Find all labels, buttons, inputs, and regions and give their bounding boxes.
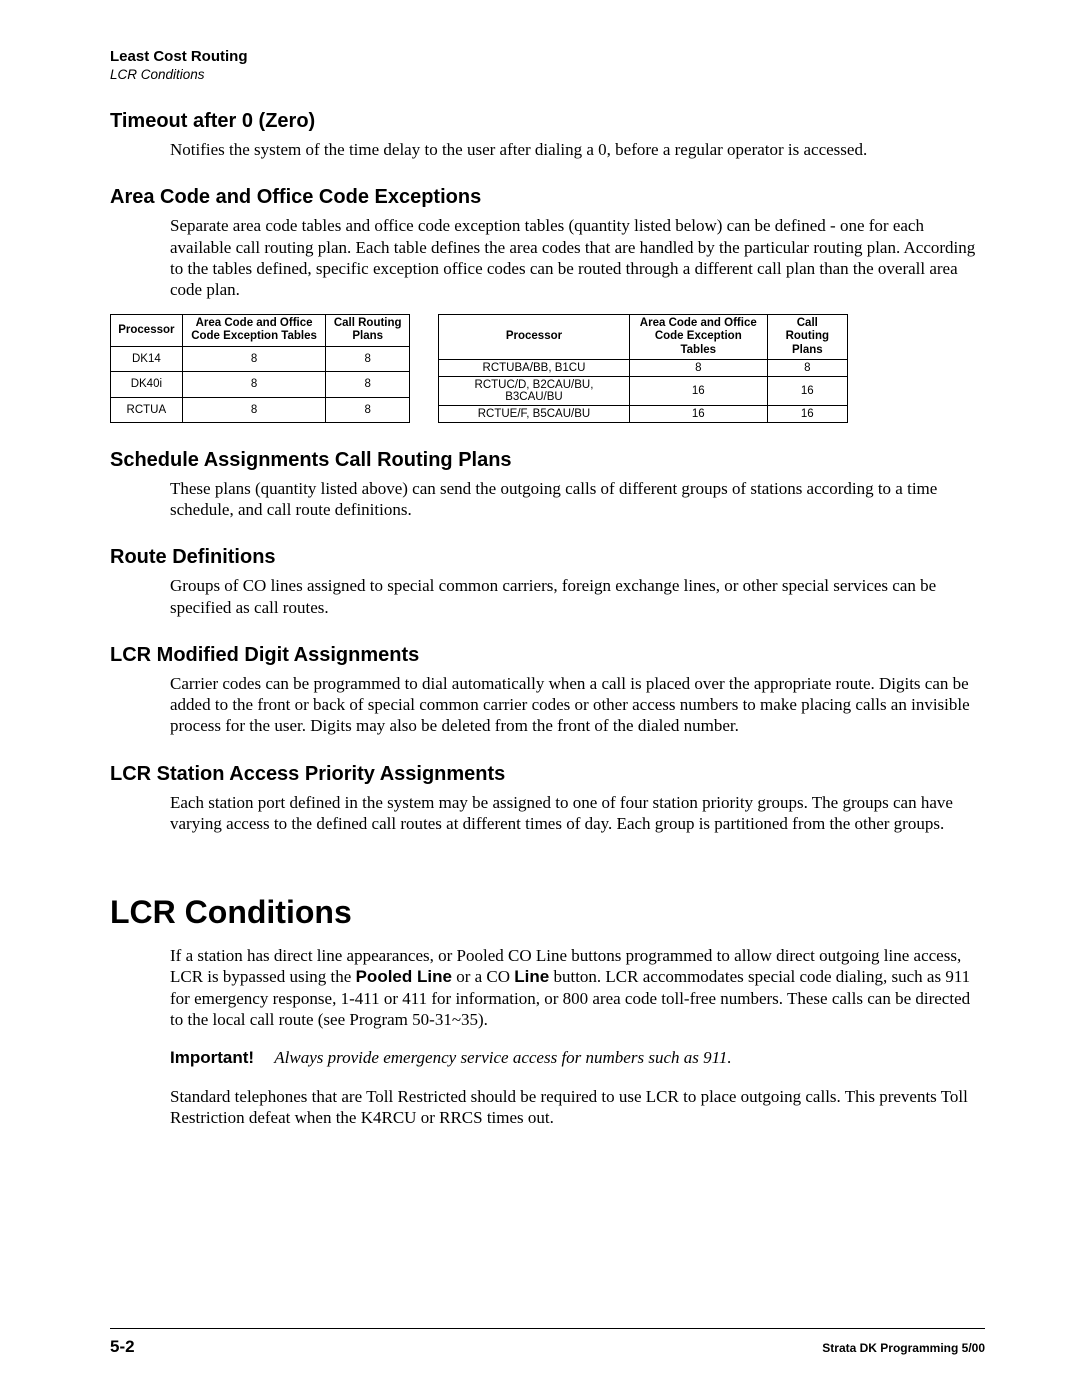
col-exception-l2: Code Exception Tables <box>191 330 317 342</box>
table-left: Processor Area Code and Office Code Exce… <box>110 314 410 423</box>
body-timeout: Notifies the system of the time delay to… <box>170 139 985 160</box>
table-row: RCTUA 8 8 <box>111 397 410 422</box>
cell: 8 <box>629 359 767 376</box>
col-processor: Processor <box>111 315 183 346</box>
body-routedef: Groups of CO lines assigned to special c… <box>170 575 985 618</box>
important-note: Important! Always provide emergency serv… <box>170 1048 985 1068</box>
col-exception: Area Code and Office Code Exception Tabl… <box>629 315 767 360</box>
bold-text: Line <box>514 967 549 986</box>
col-plans-l2: Plans <box>792 344 823 356</box>
important-text: Always provide emergency service access … <box>274 1048 731 1067</box>
cell: 8 <box>326 346 410 371</box>
col-exception-l1: Area Code and Office <box>196 317 313 329</box>
cell: 8 <box>326 397 410 422</box>
page-footer: 5-2 Strata DK Programming 5/00 <box>110 1328 985 1357</box>
heading-areacode: Area Code and Office Code Exceptions <box>110 186 985 209</box>
header-subtitle: LCR Conditions <box>110 67 985 82</box>
body-schedule: These plans (quantity listed above) can … <box>170 478 985 521</box>
cell: 8 <box>182 346 326 371</box>
body-lcr-p2: Standard telephones that are Toll Restri… <box>170 1086 985 1129</box>
col-plans-l1: Call Routing <box>334 317 402 329</box>
cell: 16 <box>629 405 767 422</box>
table-right: Processor Area Code and Office Code Exce… <box>438 314 848 423</box>
cell: DK40i <box>111 372 183 397</box>
col-plans: Call Routing Plans <box>767 315 847 360</box>
heading-station: LCR Station Access Priority Assignments <box>110 763 985 786</box>
bold-text: Pooled Line <box>356 967 452 986</box>
heading-routedef: Route Definitions <box>110 546 985 569</box>
cell: RCTUA <box>111 397 183 422</box>
cell: 16 <box>767 405 847 422</box>
table-row: DK14 8 8 <box>111 346 410 371</box>
cell: 16 <box>767 376 847 405</box>
important-label: Important! <box>170 1048 254 1067</box>
cell: 8 <box>182 372 326 397</box>
body-areacode: Separate area code tables and office cod… <box>170 215 985 300</box>
table-row: RCTUC/D, B2CAU/BU, B3CAU/BU 16 16 <box>439 376 848 405</box>
doc-id: Strata DK Programming 5/00 <box>822 1341 985 1355</box>
cell: RCTUC/D, B2CAU/BU, B3CAU/BU <box>439 376 630 405</box>
col-exception-l2: Code Exception Tables <box>655 330 742 355</box>
col-processor: Processor <box>439 315 630 360</box>
col-plans-l1: Call Routing <box>786 317 829 342</box>
text: or a CO <box>452 967 514 986</box>
cell: 8 <box>767 359 847 376</box>
cell: RCTUBA/BB, B1CU <box>439 359 630 376</box>
header-title: Least Cost Routing <box>110 48 985 65</box>
body-station: Each station port defined in the system … <box>170 792 985 835</box>
heading-schedule: Schedule Assignments Call Routing Plans <box>110 449 985 472</box>
page-header: Least Cost Routing LCR Conditions <box>110 48 985 82</box>
cell: 8 <box>326 372 410 397</box>
col-exception-l1: Area Code and Office <box>640 317 757 329</box>
body-lcr-p1: If a station has direct line appearances… <box>170 945 985 1030</box>
table-row: DK40i 8 8 <box>111 372 410 397</box>
heading-lcr-conditions: LCR Conditions <box>110 894 985 931</box>
cell: 8 <box>182 397 326 422</box>
col-plans: Call Routing Plans <box>326 315 410 346</box>
page: Least Cost Routing LCR Conditions Timeou… <box>0 0 1080 1397</box>
cell: RCTUE/F, B5CAU/BU <box>439 405 630 422</box>
table-row: RCTUE/F, B5CAU/BU 16 16 <box>439 405 848 422</box>
cell: DK14 <box>111 346 183 371</box>
col-exception: Area Code and Office Code Exception Tabl… <box>182 315 326 346</box>
col-plans-l2: Plans <box>352 330 383 342</box>
heading-timeout: Timeout after 0 (Zero) <box>110 110 985 133</box>
page-number: 5-2 <box>110 1337 135 1357</box>
cell: 16 <box>629 376 767 405</box>
table-row: RCTUBA/BB, B1CU 8 8 <box>439 359 848 376</box>
tables-row: Processor Area Code and Office Code Exce… <box>110 314 985 423</box>
body-modified: Carrier codes can be programmed to dial … <box>170 673 985 737</box>
heading-modified: LCR Modified Digit Assignments <box>110 644 985 667</box>
